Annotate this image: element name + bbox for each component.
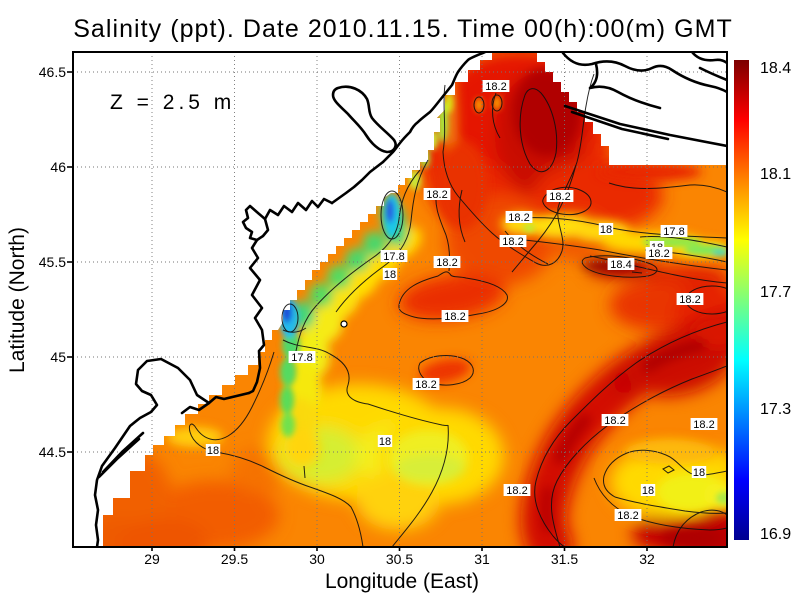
svg-text:17.7: 17.7 (760, 284, 791, 301)
svg-text:18: 18 (384, 269, 396, 281)
svg-text:18: 18 (693, 467, 705, 479)
svg-text:18.2: 18.2 (506, 485, 527, 497)
svg-text:46: 46 (50, 159, 66, 175)
svg-text:17.3: 17.3 (760, 401, 791, 418)
svg-text:18.2: 18.2 (604, 415, 625, 427)
svg-text:18.2: 18.2 (426, 189, 447, 201)
svg-text:18.2: 18.2 (648, 248, 669, 260)
svg-text:45.5: 45.5 (39, 254, 66, 270)
svg-text:17.8: 17.8 (291, 352, 312, 364)
svg-text:17.8: 17.8 (383, 251, 404, 263)
svg-text:17.8: 17.8 (663, 226, 684, 238)
svg-text:30: 30 (309, 551, 325, 567)
svg-text:29: 29 (144, 551, 160, 567)
svg-text:Z = 2.5 m: Z = 2.5 m (110, 91, 235, 114)
svg-text:18.2: 18.2 (444, 311, 465, 323)
svg-text:Latitude (North): Latitude (North) (6, 227, 29, 373)
svg-text:Salinity (ppt). Date 2010.11.1: Salinity (ppt). Date 2010.11.15. Time 00… (73, 15, 733, 43)
svg-text:29.5: 29.5 (221, 551, 248, 567)
svg-text:18: 18 (379, 436, 391, 448)
svg-text:18.2: 18.2 (502, 236, 523, 248)
svg-text:18.2: 18.2 (436, 257, 457, 269)
svg-text:18.2: 18.2 (485, 81, 506, 93)
svg-text:31: 31 (474, 551, 490, 567)
svg-text:18.1: 18.1 (760, 166, 791, 183)
svg-text:18.2: 18.2 (679, 294, 700, 306)
svg-text:44.5: 44.5 (39, 444, 66, 460)
svg-text:18: 18 (642, 485, 654, 497)
svg-text:18.2: 18.2 (617, 510, 638, 522)
svg-text:18.2: 18.2 (693, 419, 714, 431)
svg-text:Longitude (East): Longitude (East) (325, 570, 479, 593)
svg-text:16.9: 16.9 (760, 526, 791, 543)
svg-text:31.5: 31.5 (551, 551, 578, 567)
svg-text:18.2: 18.2 (508, 212, 529, 224)
svg-text:18.2: 18.2 (415, 379, 436, 391)
svg-text:45: 45 (50, 349, 66, 365)
svg-text:18.2: 18.2 (549, 191, 570, 203)
svg-text:18.4: 18.4 (610, 259, 631, 271)
svg-text:30.5: 30.5 (386, 551, 413, 567)
svg-text:18.4: 18.4 (760, 60, 791, 77)
svg-text:46.5: 46.5 (39, 64, 66, 80)
svg-text:18: 18 (207, 445, 219, 457)
svg-text:18: 18 (600, 224, 612, 236)
svg-text:32: 32 (639, 551, 655, 567)
